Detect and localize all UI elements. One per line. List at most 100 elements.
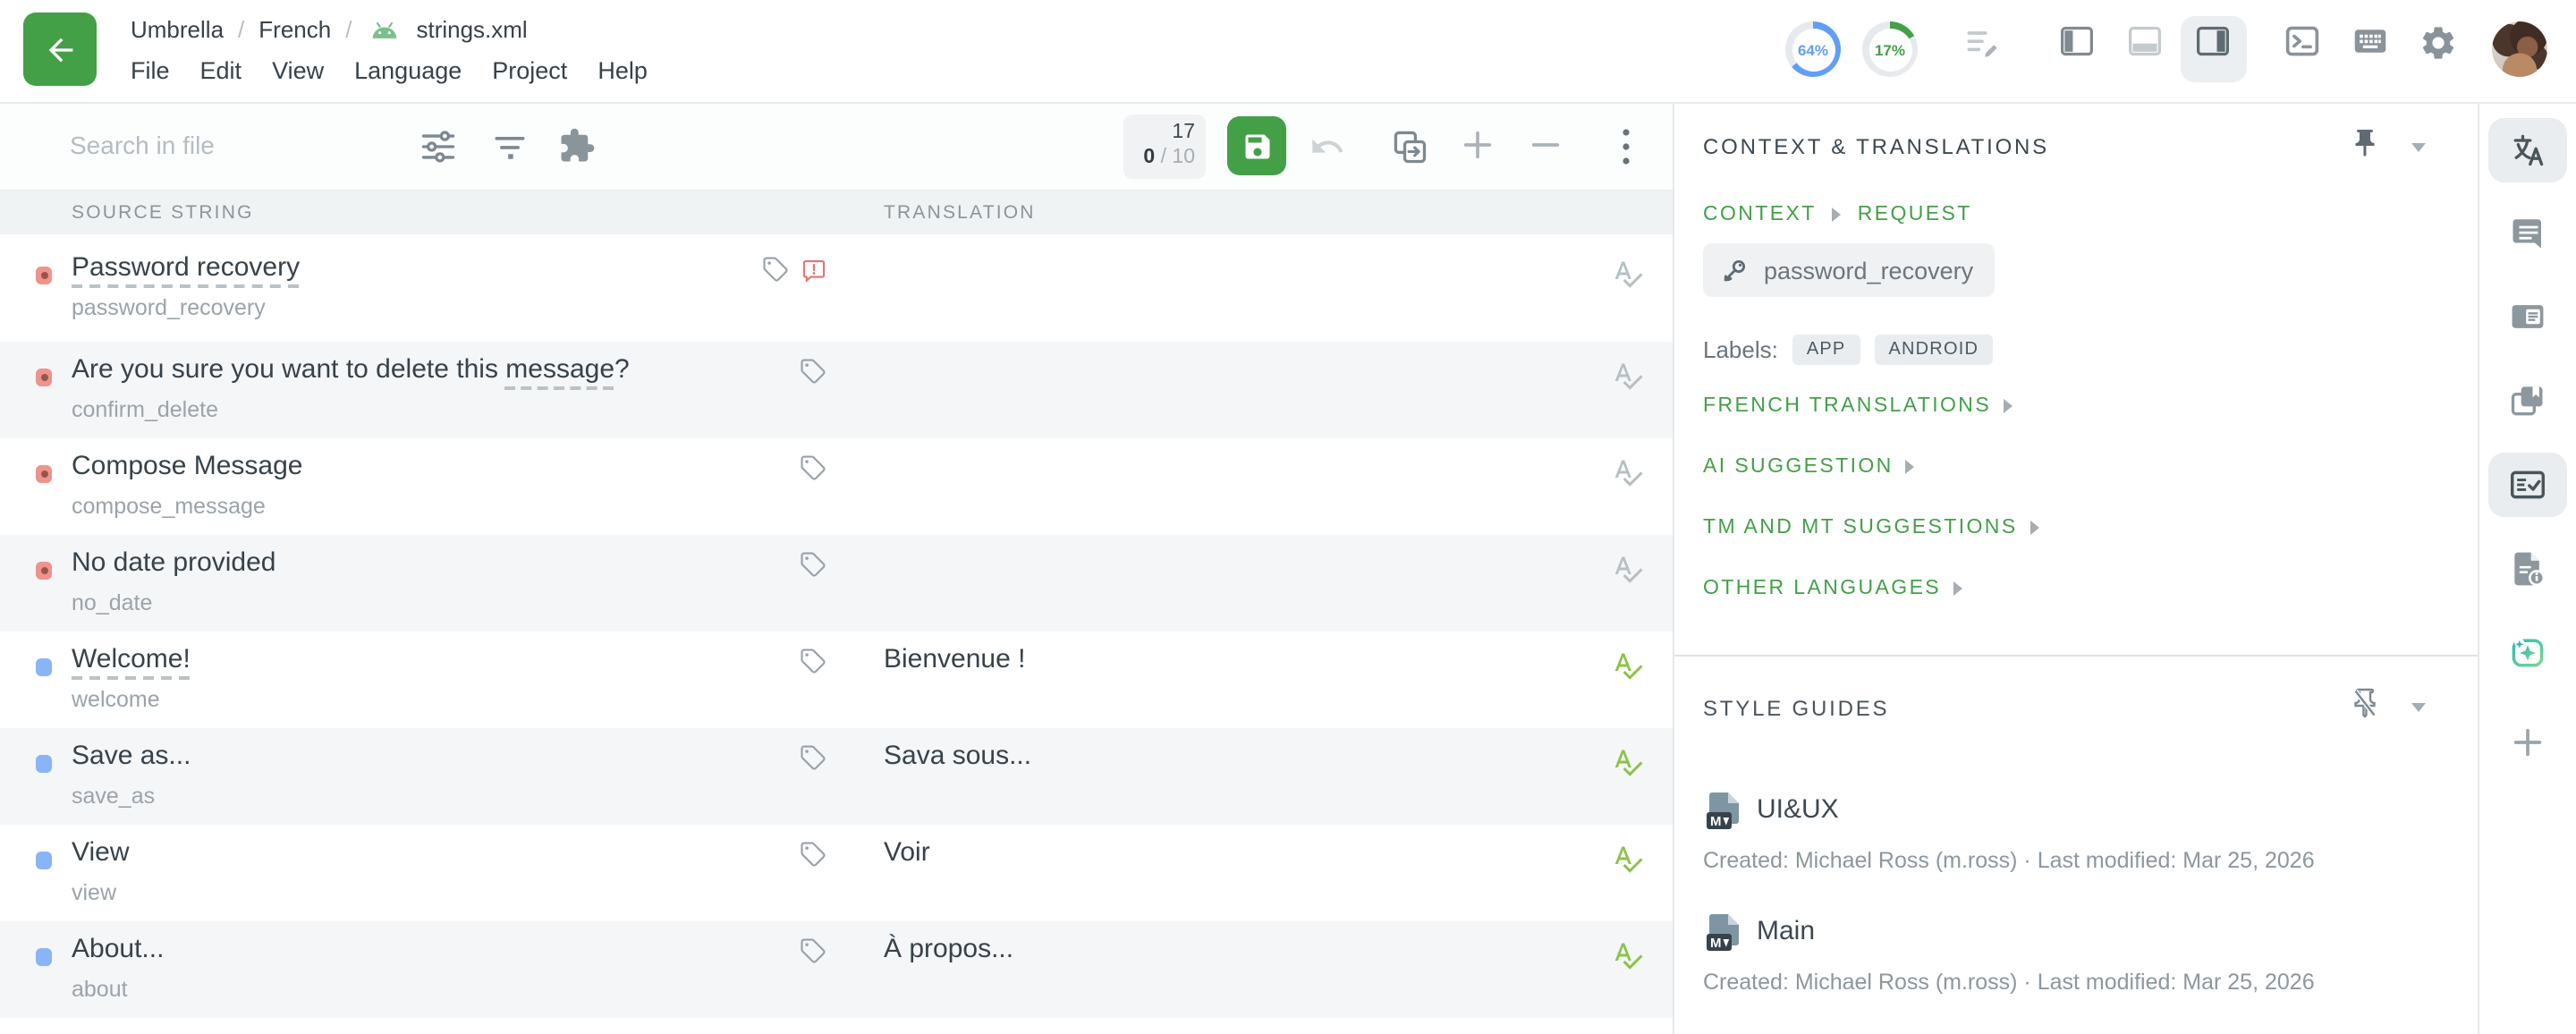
rail-document-info-button[interactable] xyxy=(2488,537,2567,601)
tag-icon[interactable] xyxy=(800,454,826,481)
spellcheck-icon[interactable] xyxy=(1612,258,1644,290)
section-ai-suggestion[interactable]: AI SUGGESTION xyxy=(1703,456,1915,478)
tag-icon[interactable] xyxy=(800,551,826,578)
labels-row: Labels: APP ANDROID xyxy=(1703,335,1994,365)
plugins-puzzle-icon[interactable] xyxy=(558,127,596,165)
table-row[interactable]: Are you sure you want to delete this mes… xyxy=(0,342,1673,438)
keyboard-icon[interactable] xyxy=(2351,23,2390,59)
copy-source-to-translation-icon[interactable] xyxy=(1390,127,1429,166)
rail-glossary-button[interactable] xyxy=(2488,369,2567,433)
back-button[interactable] xyxy=(23,13,97,86)
table-row[interactable]: Welcome! welcome Bienvenue ! xyxy=(0,631,1673,728)
add-key-icon[interactable] xyxy=(1460,127,1496,163)
source-string[interactable]: Password recovery xyxy=(72,252,301,283)
tag-icon[interactable] xyxy=(800,648,826,674)
rail-translation-card-button[interactable] xyxy=(2488,284,2567,349)
layout-right-panel-icon[interactable] xyxy=(2193,23,2233,59)
styleguide-entry-title[interactable]: UI&UX xyxy=(1757,794,1839,825)
menu-item-language[interactable]: Language xyxy=(354,57,462,84)
label-chip-app[interactable]: APP xyxy=(1792,335,1860,365)
search-input[interactable]: Search in file xyxy=(70,131,215,159)
menu-item-help[interactable]: Help xyxy=(597,57,648,84)
menu-item-view[interactable]: View xyxy=(272,57,325,84)
translation-text[interactable]: Bienvenue ! xyxy=(884,644,1026,674)
rail-comments-button[interactable] xyxy=(2488,200,2567,265)
progress-translated-ring[interactable]: 64% xyxy=(1785,21,1841,77)
source-string[interactable]: Are you sure you want to delete this mes… xyxy=(72,354,630,385)
progress-reviewed-ring[interactable]: 17% xyxy=(1862,21,1918,77)
section-other-languages[interactable]: OTHER LANGUAGES xyxy=(1703,578,1963,599)
string-key: no_date xyxy=(72,590,153,615)
source-string[interactable]: View xyxy=(72,837,130,868)
tab-request[interactable]: REQUEST xyxy=(1857,204,1972,225)
spellcheck-icon[interactable] xyxy=(1612,456,1644,488)
tag-icon[interactable] xyxy=(800,937,826,964)
menu-item-edit[interactable]: Edit xyxy=(199,57,242,84)
section-french-translations[interactable]: FRENCH TRANSLATIONS xyxy=(1703,395,2013,417)
terminal-icon[interactable] xyxy=(2283,23,2322,59)
rail-ai-assistant-button[interactable] xyxy=(2488,621,2567,685)
comment-alert-icon[interactable] xyxy=(801,257,826,282)
table-row[interactable]: Save as... save_as Sava sous... xyxy=(0,728,1673,825)
unpin-icon[interactable] xyxy=(2349,687,2381,719)
tab-context[interactable]: CONTEXT xyxy=(1703,204,1817,225)
translation-text[interactable]: Voir xyxy=(884,837,930,868)
breadcrumb-project[interactable]: Umbrella xyxy=(131,16,225,43)
rail-add-panel-button[interactable] xyxy=(2488,710,2567,775)
table-row[interactable]: Compose Message compose_message xyxy=(0,438,1673,535)
document-info-icon xyxy=(2514,552,2546,587)
menu-item-project[interactable]: Project xyxy=(492,57,568,84)
spellcheck-icon[interactable] xyxy=(1612,843,1644,875)
source-string[interactable]: No date provided xyxy=(72,547,276,578)
undo-icon[interactable] xyxy=(1308,129,1347,165)
source-string[interactable]: About... xyxy=(72,934,165,964)
tag-icon[interactable] xyxy=(762,256,789,283)
edit-mode-icon[interactable] xyxy=(1962,23,2002,63)
breadcrumb-file[interactable]: strings.xml xyxy=(416,16,528,43)
tag-icon[interactable] xyxy=(800,358,826,385)
translation-text[interactable]: À propos... xyxy=(884,934,1014,964)
list-check-icon xyxy=(2511,470,2545,499)
panel-collapse-caret[interactable] xyxy=(2411,143,2426,152)
spellcheck-icon[interactable] xyxy=(1612,746,1644,778)
rail-translations-button[interactable] xyxy=(2488,118,2567,182)
spellcheck-icon[interactable] xyxy=(1612,553,1644,585)
string-key: password_recovery xyxy=(72,295,266,320)
label-chip-android[interactable]: ANDROID xyxy=(1874,335,1994,365)
remove-key-icon[interactable] xyxy=(1528,127,1563,163)
source-string[interactable]: Welcome! xyxy=(72,644,191,674)
section-tm-and-mt-suggestions[interactable]: TM AND MT SUGGESTIONS xyxy=(1703,517,2039,538)
tag-icon[interactable] xyxy=(800,841,826,868)
table-row[interactable]: About... about À propos... xyxy=(0,921,1673,1018)
pin-icon[interactable] xyxy=(2349,127,2381,159)
save-button[interactable] xyxy=(1227,116,1286,175)
filter-list-icon[interactable] xyxy=(490,127,530,166)
spellcheck-icon[interactable] xyxy=(1612,939,1644,971)
rail-tasks-button[interactable] xyxy=(2488,453,2567,517)
source-column-header: SOURCE STRING xyxy=(72,202,254,224)
top-bar: Umbrella / French / strings.xml File Edit… xyxy=(0,0,2576,104)
tag-icon[interactable] xyxy=(800,744,826,771)
spellcheck-icon[interactable] xyxy=(1612,649,1644,682)
spellcheck-icon[interactable] xyxy=(1612,360,1644,392)
source-string[interactable]: Compose Message xyxy=(72,451,303,481)
layout-bottom-panel-icon[interactable] xyxy=(2125,23,2165,59)
key-chip[interactable]: password_recovery xyxy=(1703,243,1996,297)
menu-item-file[interactable]: File xyxy=(131,57,170,84)
settings-gear-icon[interactable] xyxy=(2419,23,2458,63)
tune-filters-icon[interactable] xyxy=(419,127,458,166)
key-chip-label: password_recovery xyxy=(1764,257,1974,284)
styleguides-collapse-caret[interactable] xyxy=(2411,703,2426,712)
breadcrumb-language[interactable]: French xyxy=(258,16,332,43)
translation-text[interactable]: Sava sous... xyxy=(884,741,1032,771)
styleguide-entry-title[interactable]: Main xyxy=(1757,916,1816,946)
layout-left-panel-icon[interactable] xyxy=(2057,23,2097,59)
table-row[interactable]: View view Voir xyxy=(0,825,1673,921)
table-row[interactable]: No date provided no_date xyxy=(0,535,1673,631)
section-label: AI SUGGESTION xyxy=(1703,456,1894,478)
table-row[interactable]: Password recovery password_recovery xyxy=(0,234,1673,342)
more-options-kebab-icon[interactable] xyxy=(1615,125,1637,168)
user-avatar[interactable] xyxy=(2492,21,2547,77)
source-string[interactable]: Save as... xyxy=(72,741,191,771)
